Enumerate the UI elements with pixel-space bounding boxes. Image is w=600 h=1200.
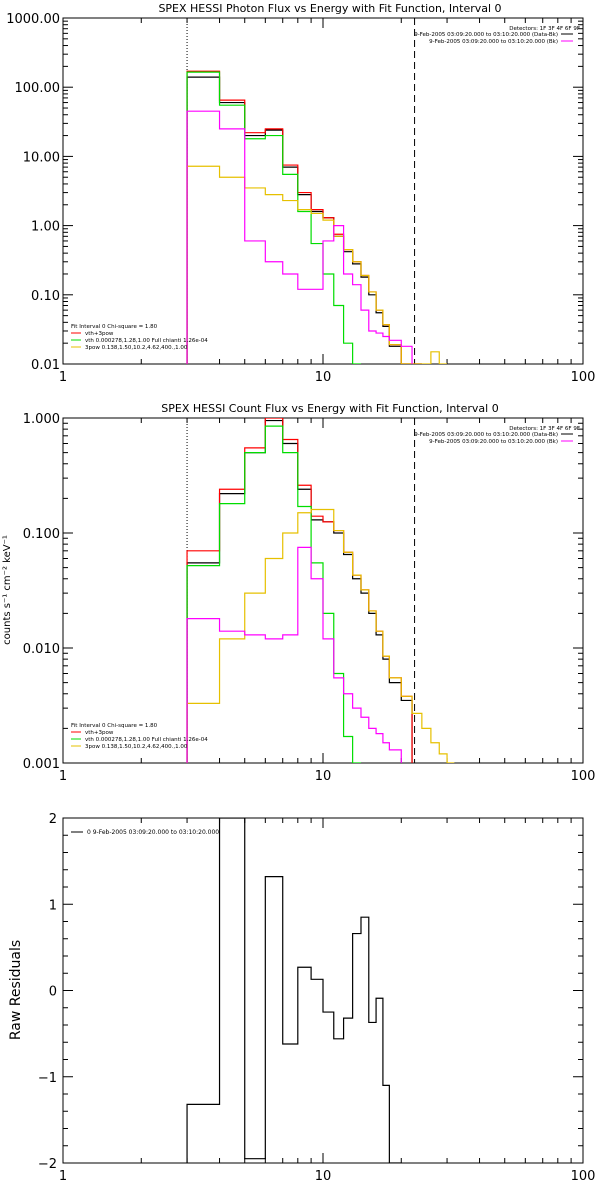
- fit-legend-label: 3pow 0.138,1.50,10.2,4.62,400.,1.00: [85, 345, 188, 351]
- x-tick-label: 10: [315, 769, 332, 784]
- y-tick-label: 0: [49, 985, 57, 1000]
- plot-frame: [62, 17, 584, 365]
- x-tick-label: 100: [571, 769, 596, 784]
- y-tick-label: 100.00: [15, 81, 61, 96]
- chart-title: SPEX HESSI Count Flux vs Energy with Fit…: [161, 402, 498, 415]
- fit-legend-label: vth+3pow: [85, 331, 114, 337]
- fit-legend-label: Fit Interval 0 Chi-square = 1.80: [71, 723, 158, 729]
- y-tick-label: 1: [49, 898, 57, 913]
- y-tick-label: 0.01: [31, 358, 60, 373]
- y-tick-label: 10.00: [23, 150, 60, 165]
- y-axis-label: counts s⁻¹ cm⁻² keV⁻¹: [2, 535, 13, 645]
- detectors-label: Detectors: 1F 3F 4F 6F 9F: [509, 426, 580, 432]
- series-line-vth-3pow: [186, 418, 413, 763]
- series-line-data-bk: [186, 76, 422, 364]
- legend-label: 9-Feb-2005 03:09:20.000 to 03:10:20.000 …: [429, 439, 558, 445]
- y-tick-label: 0.010: [23, 642, 60, 657]
- y-tick-label: −2: [38, 1157, 57, 1172]
- y-tick-label: 1000.00: [6, 12, 60, 27]
- detectors-label: Detectors: 1F 3F 4F 6F 9F: [509, 26, 580, 32]
- y-tick-label: 0.10: [31, 289, 60, 304]
- y-axis-label: Raw Residuals: [8, 940, 24, 1040]
- count-flux-panel: SPEX HESSI Count Flux vs Energy with Fit…: [2, 402, 595, 784]
- y-tick-label: 1.000: [23, 412, 60, 427]
- x-tick-label: 100: [571, 1169, 596, 1184]
- legend-label: 9-Feb-2005 03:09:20.000 to 03:10:20.000 …: [414, 432, 558, 438]
- fit-legend-label: 3pow 0.138,1.50,10.2,4.62,400.,1.00: [85, 744, 188, 750]
- legend-label: 9-Feb-2005 03:09:20.000 to 03:10:20.000 …: [414, 32, 558, 38]
- fit-legend-label: vth 0.000278,1.28,1.00 Full chianti 1.26…: [85, 737, 208, 743]
- fit-legend-label: vth+3pow: [85, 730, 114, 736]
- fit-legend-label: Fit Interval 0 Chi-square = 1.80: [71, 324, 158, 330]
- x-tick-label: 1: [59, 1169, 67, 1184]
- y-tick-label: 0.100: [23, 527, 60, 542]
- x-tick-label: 1: [59, 769, 67, 784]
- x-tick-label: 10: [315, 370, 332, 385]
- series-line-data-bk: [186, 419, 413, 763]
- series-line-vth-3pow: [186, 70, 422, 364]
- series-line-bk: [186, 110, 413, 364]
- series-line-vth: [186, 71, 361, 364]
- y-tick-label: 0.001: [23, 757, 60, 772]
- legend-label: 0 9-Feb-2005 03:09:20.000 to 03:10:20.00…: [87, 829, 219, 836]
- series-line-3pow: [186, 165, 448, 364]
- x-tick-label: 1: [59, 370, 67, 385]
- y-tick-label: 2: [49, 812, 57, 827]
- photon-flux-panel: SPEX HESSI Photon Flux vs Energy with Fi…: [6, 2, 595, 385]
- fit-legend-label: vth 0.000278,1.28,1.00 Full chianti 1.26…: [85, 338, 208, 344]
- legend-label: 9-Feb-2005 03:09:20.000 to 03:10:20.000 …: [429, 39, 558, 45]
- series-line-0: [186, 818, 402, 1163]
- x-tick-label: 100: [571, 370, 596, 385]
- x-tick-label: 10: [315, 1169, 332, 1184]
- series-line-bk: [186, 546, 402, 763]
- y-tick-label: 1.00: [31, 220, 60, 235]
- chart-title: SPEX HESSI Photon Flux vs Energy with Fi…: [158, 2, 501, 15]
- series-line-3pow: [186, 508, 455, 763]
- series-line-vth: [186, 425, 361, 763]
- y-tick-label: −1: [38, 1071, 57, 1086]
